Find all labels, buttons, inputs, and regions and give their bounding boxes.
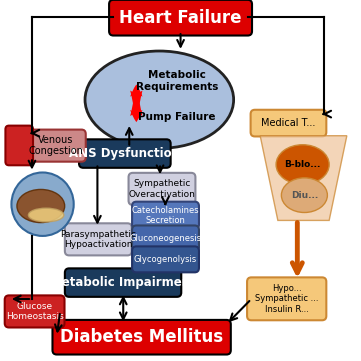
Polygon shape: [260, 136, 347, 221]
Ellipse shape: [281, 178, 327, 213]
FancyBboxPatch shape: [132, 246, 199, 272]
Circle shape: [12, 173, 74, 236]
Text: Gluconeogenesis: Gluconeogenesis: [130, 234, 201, 243]
Text: Diabetes Mellitus: Diabetes Mellitus: [60, 328, 223, 346]
Text: Glucose
Homeostasis: Glucose Homeostasis: [6, 302, 64, 321]
Text: Venous
Congestion: Venous Congestion: [29, 135, 83, 156]
Text: Parasympathetic
Hypoactivation: Parasympathetic Hypoactivation: [60, 230, 136, 249]
Ellipse shape: [17, 190, 65, 223]
FancyBboxPatch shape: [251, 110, 326, 136]
Text: Metabolic Impairment: Metabolic Impairment: [50, 276, 196, 289]
Text: Heart Failure: Heart Failure: [119, 9, 242, 27]
FancyBboxPatch shape: [5, 295, 65, 327]
Text: Metabolic
Requirements: Metabolic Requirements: [136, 70, 218, 92]
Ellipse shape: [276, 145, 329, 184]
Text: Hypo...
Sympathetic ...
Insulin R...: Hypo... Sympathetic ... Insulin R...: [255, 284, 318, 314]
Text: B-blo...: B-blo...: [284, 160, 321, 169]
Text: Glycogenolysis: Glycogenolysis: [134, 255, 197, 264]
FancyBboxPatch shape: [129, 173, 195, 205]
Text: Catecholamines
Secretion: Catecholamines Secretion: [132, 206, 199, 225]
FancyBboxPatch shape: [247, 277, 326, 320]
FancyBboxPatch shape: [132, 226, 199, 251]
FancyBboxPatch shape: [5, 126, 33, 165]
Ellipse shape: [29, 208, 64, 222]
FancyBboxPatch shape: [79, 139, 171, 168]
Text: Pump Failure: Pump Failure: [138, 112, 216, 122]
Text: ANS Dysfunction: ANS Dysfunction: [69, 147, 180, 160]
FancyBboxPatch shape: [132, 202, 199, 229]
FancyBboxPatch shape: [65, 223, 132, 255]
FancyBboxPatch shape: [65, 268, 181, 297]
Text: Sympathetic
Overactivation: Sympathetic Overactivation: [129, 179, 195, 199]
Ellipse shape: [85, 51, 234, 148]
FancyBboxPatch shape: [26, 130, 86, 162]
Text: Diu...: Diu...: [291, 191, 318, 200]
Text: Medical T...: Medical T...: [261, 118, 316, 128]
FancyBboxPatch shape: [109, 0, 252, 35]
FancyBboxPatch shape: [52, 320, 231, 355]
